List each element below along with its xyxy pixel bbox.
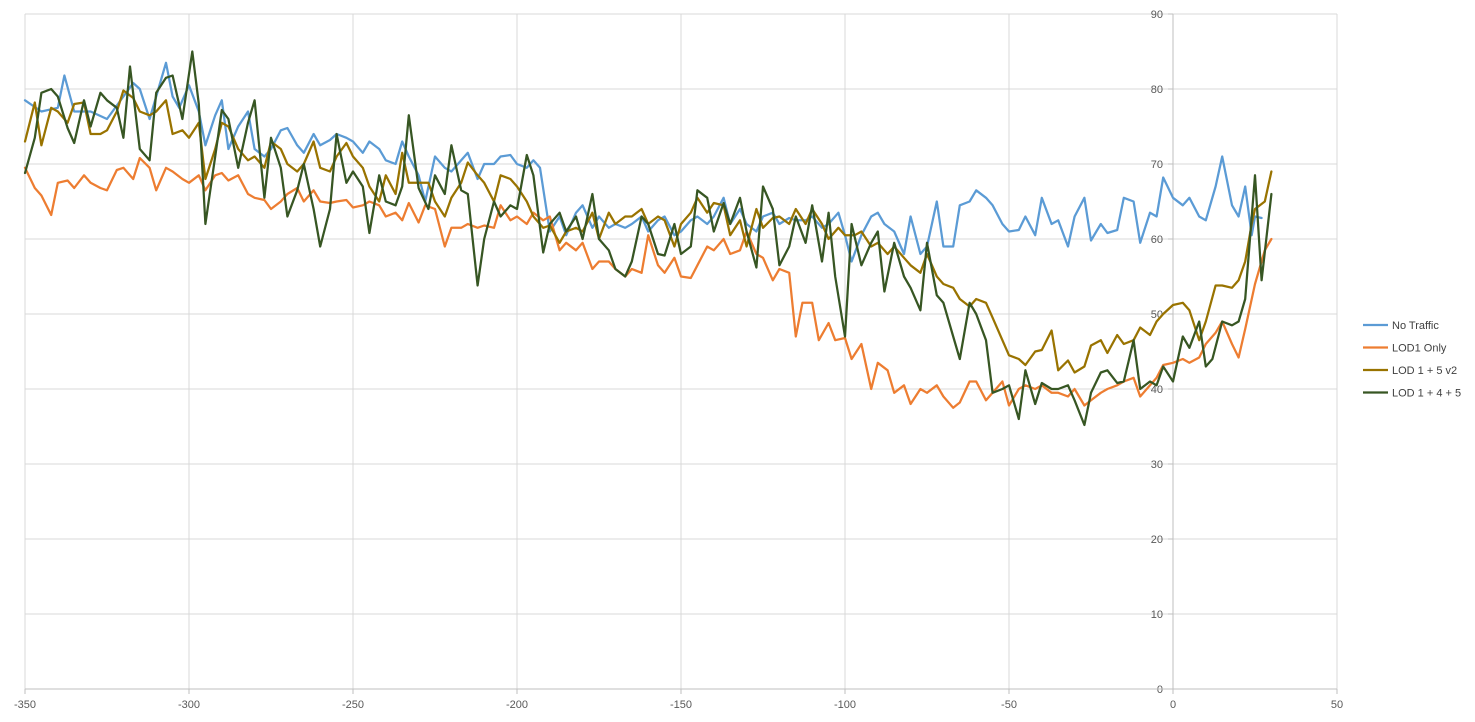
y-tick-label: 0 <box>1157 684 1163 696</box>
legend-label: LOD 1 + 5 v2 <box>1392 365 1457 377</box>
x-tick-label: -100 <box>834 699 856 711</box>
legend-label: LOD1 Only <box>1392 343 1447 355</box>
series-line-4 <box>23 50 1273 427</box>
legend-label: LOD 1 + 4 + 5 <box>1392 388 1461 400</box>
y-tick-label: 10 <box>1151 609 1163 621</box>
x-tick-label: 0 <box>1170 699 1176 711</box>
y-tick-label: 60 <box>1151 234 1163 246</box>
y-tick-label: 30 <box>1151 459 1163 471</box>
y-tick-label: 90 <box>1151 9 1163 21</box>
y-tick-label: 40 <box>1151 384 1163 396</box>
y-tick-label: 70 <box>1151 159 1163 171</box>
legend-label: No Traffic <box>1392 320 1439 332</box>
x-tick-label: 50 <box>1331 699 1343 711</box>
y-tick-label: 20 <box>1151 534 1163 546</box>
x-tick-label: -150 <box>670 699 692 711</box>
legend: No Traffic LOD1 Only LOD 1 + 5 v2 LOD 1 + 4… <box>1363 320 1461 400</box>
gridlines <box>24 13 1338 689</box>
series-lines <box>23 50 1273 427</box>
x-tick-label: -250 <box>342 699 364 711</box>
axes: 0 10 20 30 40 50 60 70 80 90 -350 -300 -250 -200 -150 -… <box>14 9 1343 711</box>
y-tick-label: 80 <box>1151 84 1163 96</box>
x-tick-label: -300 <box>178 699 200 711</box>
x-tick-label: -200 <box>506 699 528 711</box>
x-tick-label: -50 <box>1001 699 1017 711</box>
series-line-2 <box>23 156 1273 409</box>
x-tick-label: -350 <box>14 699 36 711</box>
